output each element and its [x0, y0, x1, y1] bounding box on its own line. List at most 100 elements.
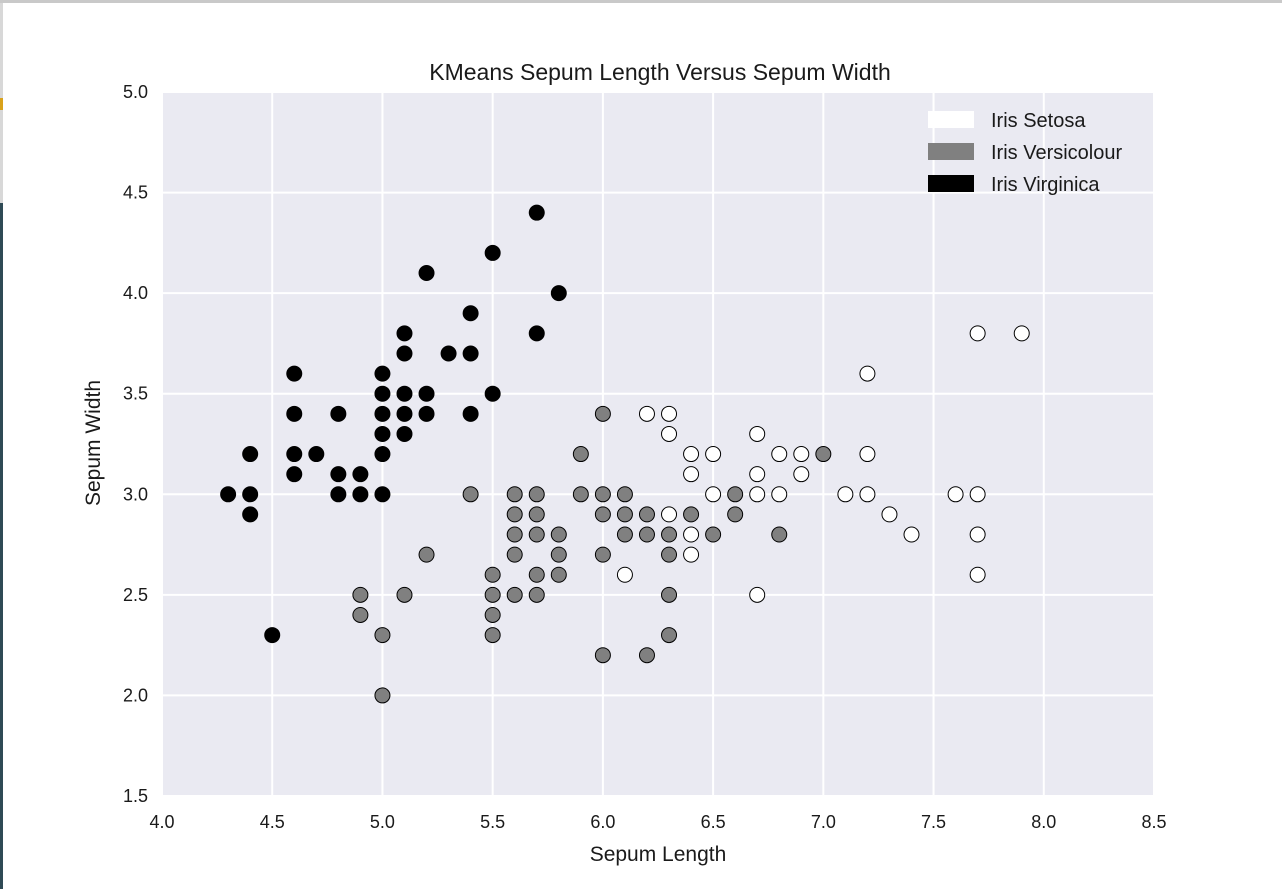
data-point: [661, 506, 678, 523]
data-point: [506, 526, 523, 543]
data-point: [749, 486, 766, 503]
data-point: [462, 405, 479, 422]
data-point: [705, 446, 722, 463]
data-point: [528, 506, 545, 523]
data-point: [484, 385, 501, 402]
data-point: [616, 506, 633, 523]
data-point: [396, 586, 413, 603]
data-point: [528, 325, 545, 342]
data-point: [661, 526, 678, 543]
data-point: [528, 204, 545, 221]
data-point: [330, 405, 347, 422]
y-tick-label: 3.0: [123, 484, 148, 504]
data-point: [308, 446, 325, 463]
data-point: [594, 405, 611, 422]
data-point: [947, 486, 964, 503]
data-point: [771, 486, 788, 503]
x-tick-label: 7.5: [921, 812, 946, 832]
data-point: [594, 647, 611, 664]
data-point: [616, 486, 633, 503]
data-point: [418, 405, 435, 422]
data-point: [881, 506, 898, 523]
data-point: [330, 466, 347, 483]
data-point: [418, 546, 435, 563]
data-point: [594, 486, 611, 503]
data-point: [374, 687, 391, 704]
data-point: [771, 526, 788, 543]
legend-label: Iris Virginica: [991, 174, 1100, 196]
data-points: [220, 204, 1030, 704]
data-point: [859, 486, 876, 503]
x-tick-label: 8.0: [1031, 812, 1056, 832]
window-left-edge: [0, 3, 3, 889]
series-1: [352, 405, 832, 704]
data-point: [550, 546, 567, 563]
data-point: [484, 606, 501, 623]
x-tick-labels: 4.0 4.5 5.0 5.5 6.0 6.5 7.0 7.5 8.0 8.5: [149, 812, 1166, 832]
data-point: [396, 425, 413, 442]
data-point: [572, 446, 589, 463]
data-point: [286, 446, 303, 463]
legend-swatch: [928, 111, 974, 128]
data-point: [969, 566, 986, 583]
data-point: [903, 526, 920, 543]
data-point: [528, 526, 545, 543]
data-point: [594, 506, 611, 523]
data-point: [749, 586, 766, 603]
background-window-strip: [0, 98, 3, 110]
data-point: [330, 486, 347, 503]
data-point: [418, 385, 435, 402]
x-tick-label: 4.5: [260, 812, 285, 832]
data-point: [286, 466, 303, 483]
background-window-strip: [0, 203, 3, 889]
data-point: [242, 446, 259, 463]
data-point: [969, 325, 986, 342]
data-point: [616, 526, 633, 543]
data-point: [462, 345, 479, 362]
x-tick-label: 4.0: [149, 812, 174, 832]
data-point: [374, 486, 391, 503]
x-axis-label: Sepum Length: [590, 843, 727, 866]
y-tick-labels: 1.5 2.0 2.5 3.0 3.5 4.0 4.5 5.0: [123, 82, 148, 806]
data-point: [550, 566, 567, 583]
data-point: [462, 305, 479, 322]
window-top-edge: [0, 0, 1282, 3]
data-point: [484, 586, 501, 603]
data-point: [264, 627, 281, 644]
data-point: [374, 627, 391, 644]
data-point: [661, 425, 678, 442]
data-point: [352, 586, 369, 603]
data-point: [837, 486, 854, 503]
data-point: [683, 546, 700, 563]
data-point: [506, 546, 523, 563]
data-point: [374, 425, 391, 442]
legend-label: Iris Versicolour: [991, 142, 1122, 164]
data-point: [572, 486, 589, 503]
data-point: [661, 586, 678, 603]
legend-swatch: [928, 175, 974, 192]
legend: Iris Setosa Iris Versicolour Iris Virginic…: [928, 110, 1122, 196]
plot-area: [162, 92, 1154, 796]
data-point: [683, 506, 700, 523]
data-point: [528, 586, 545, 603]
x-tick-label: 5.0: [370, 812, 395, 832]
data-point: [352, 606, 369, 623]
x-tick-label: 5.5: [480, 812, 505, 832]
data-point: [484, 566, 501, 583]
data-point: [793, 466, 810, 483]
data-point: [661, 405, 678, 422]
data-point: [286, 365, 303, 382]
data-point: [396, 325, 413, 342]
data-point: [418, 265, 435, 282]
x-tick-label: 6.5: [701, 812, 726, 832]
data-point: [352, 486, 369, 503]
data-point: [484, 244, 501, 261]
data-point: [661, 627, 678, 644]
data-point: [638, 526, 655, 543]
data-point: [374, 385, 391, 402]
y-tick-label: 2.0: [123, 685, 148, 705]
data-point: [286, 405, 303, 422]
data-point: [661, 546, 678, 563]
data-point: [638, 647, 655, 664]
data-point: [374, 405, 391, 422]
